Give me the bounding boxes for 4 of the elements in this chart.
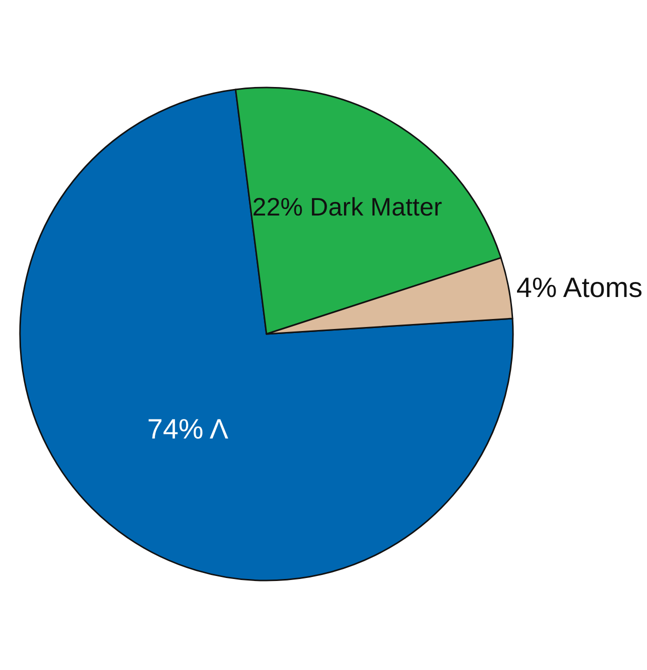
slice-label: 4% Atoms [516,272,642,303]
pie-slice [19,88,514,581]
slice-label: 22% Dark Matter [252,193,442,222]
slice-label: 74% Λ [147,413,229,444]
